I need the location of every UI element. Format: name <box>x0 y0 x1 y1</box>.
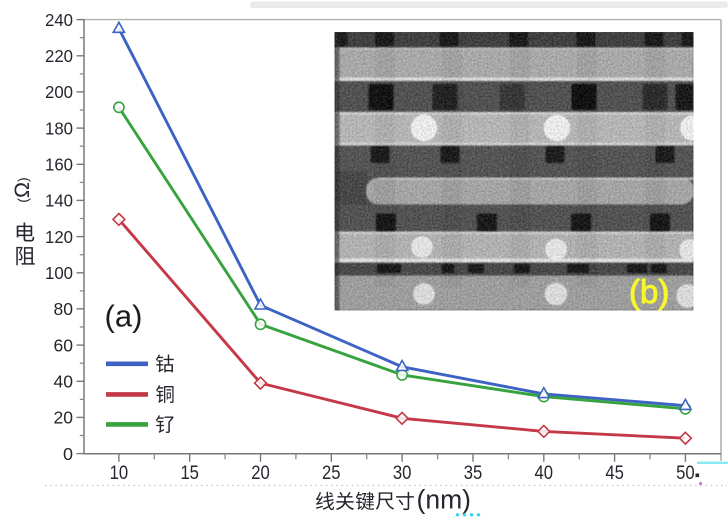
svg-text:220: 220 <box>45 46 73 66</box>
svg-text:(nm): (nm) <box>417 485 471 515</box>
svg-text:160: 160 <box>45 155 73 175</box>
svg-text:40: 40 <box>535 462 554 484</box>
svg-text:40: 40 <box>54 372 74 392</box>
svg-text:50: 50 <box>676 462 695 484</box>
svg-text:120: 120 <box>45 227 73 247</box>
svg-text:45: 45 <box>605 462 624 484</box>
svg-text:(a): (a) <box>105 299 143 334</box>
svg-text:140: 140 <box>45 191 73 211</box>
svg-text:200: 200 <box>45 82 73 102</box>
svg-text:20: 20 <box>251 462 270 484</box>
svg-text:100: 100 <box>45 263 73 283</box>
svg-text:25: 25 <box>322 462 341 484</box>
svg-text:60: 60 <box>54 335 74 355</box>
svg-text:0: 0 <box>63 444 73 464</box>
svg-text:180: 180 <box>45 118 73 138</box>
svg-text:35: 35 <box>464 462 483 484</box>
svg-text:30: 30 <box>393 462 412 484</box>
svg-text:20: 20 <box>54 408 74 428</box>
svg-text:15: 15 <box>180 462 199 484</box>
svg-text:(b): (b) <box>629 273 669 310</box>
svg-text:10: 10 <box>110 462 129 484</box>
svg-text:80: 80 <box>54 299 74 319</box>
svg-text:(Ω): (Ω) <box>10 177 34 202</box>
svg-text:240: 240 <box>45 10 73 30</box>
